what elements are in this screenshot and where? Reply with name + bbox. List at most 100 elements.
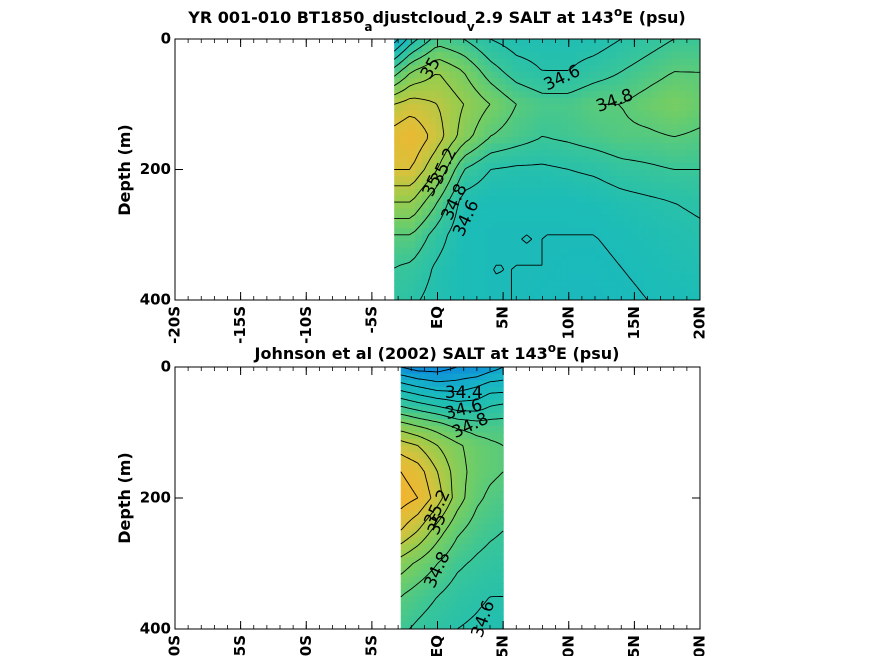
salinity-cell: [658, 182, 666, 190]
salinity-cell: [454, 622, 458, 629]
salinity-cell: [658, 104, 666, 112]
salinity-cell: [419, 589, 423, 597]
salinity-cell: [461, 537, 465, 545]
salinity-cell: [456, 517, 460, 525]
salinity-cell: [498, 202, 506, 210]
salinity-cell: [479, 556, 483, 565]
salinity-cell: [491, 458, 495, 466]
salinity-cell: [602, 84, 611, 92]
salinity-cell: [442, 130, 451, 138]
salinity-cell: [454, 576, 458, 584]
salinity-cell: [437, 596, 441, 604]
salinity-cell: [405, 615, 409, 624]
salinity-cell: [567, 110, 576, 118]
salinity-cell: [609, 117, 618, 125]
salinity-cell: [447, 583, 451, 591]
salinity-cell: [444, 524, 448, 532]
salinity-cell: [581, 215, 590, 223]
contour-line: [393, 59, 491, 219]
salinity-cell: [415, 280, 423, 288]
salinity-cell: [451, 458, 455, 466]
salinity-cell: [410, 380, 413, 388]
salinity-cell: [435, 425, 439, 434]
salinity-cell: [526, 117, 534, 125]
salinity-cell: [463, 45, 472, 53]
salinity-cell: [658, 247, 666, 255]
salinity-cell: [412, 596, 416, 604]
salinity-cell: [456, 465, 460, 473]
salinity-cell: [693, 176, 700, 184]
salinity-cell: [461, 478, 465, 486]
salinity-cell: [424, 576, 427, 584]
salinity-cell: [658, 123, 666, 131]
salinity-cell: [424, 504, 427, 512]
salinity-cell: [484, 130, 493, 138]
salinity-cell: [454, 504, 458, 512]
salinity-cell: [470, 458, 474, 466]
salinity-cell: [623, 97, 632, 105]
salinity-cell: [686, 52, 694, 60]
salinity-cell: [547, 52, 555, 60]
salinity-cell: [498, 39, 506, 47]
salinity-cell: [602, 97, 611, 105]
salinity-cell: [484, 254, 493, 262]
salinity-cell: [417, 530, 420, 538]
salinity-cell: [637, 273, 645, 282]
salinity-cell: [463, 504, 467, 512]
salinity-cell: [435, 576, 439, 584]
salinity-cell: [477, 267, 486, 275]
salinity-cell: [470, 143, 479, 151]
salinity-cell: [526, 110, 534, 118]
salinity-cell: [414, 589, 418, 597]
salinity-cell: [560, 91, 569, 99]
salinity-cell: [637, 202, 645, 210]
salinity-cell: [672, 52, 680, 60]
salinity-cell: [475, 563, 479, 571]
salinity-cell: [500, 432, 504, 440]
salinity-cell: [475, 419, 479, 427]
salinity-cell: [658, 52, 666, 60]
salinity-cell: [421, 406, 425, 414]
salinity-cell: [519, 110, 527, 118]
salinity-cell: [401, 117, 409, 125]
salinity-cell: [500, 570, 504, 578]
contour-line: [400, 471, 419, 510]
salinity-cell: [686, 280, 694, 288]
salinity-cell: [489, 609, 493, 617]
salinity-cell: [468, 419, 472, 427]
salinity-cell: [496, 498, 500, 506]
salinity-cell: [512, 45, 520, 53]
salinity-cell: [496, 602, 500, 610]
salinity-cell: [693, 123, 700, 131]
salinity-cell: [484, 615, 488, 624]
salinity-cell: [581, 91, 590, 99]
salinity-cell: [500, 596, 504, 604]
salinity-cell: [574, 117, 583, 125]
salinity-cell: [498, 498, 502, 506]
salinity-cell: [547, 189, 555, 197]
salinity-cell: [493, 563, 497, 571]
salinity-cell: [574, 221, 583, 229]
salinity-cell: [477, 425, 481, 434]
salinity-cell: [547, 162, 555, 171]
salinity-cell: [533, 130, 541, 138]
salinity-cell: [630, 65, 639, 73]
salinity-cell: [679, 52, 687, 60]
salinity-cell: [623, 58, 632, 66]
salinity-cell: [456, 393, 460, 401]
salinity-cell: [449, 104, 458, 112]
salinity-cell: [424, 543, 427, 551]
salinity-cell: [693, 91, 700, 99]
salinity-cell: [505, 280, 513, 288]
salinity-cell: [588, 130, 597, 138]
salinity-cell: [468, 609, 472, 617]
salinity-cell: [472, 589, 476, 597]
salinity-cell: [658, 91, 666, 99]
salinity-cell: [463, 286, 472, 295]
salinity-cell: [651, 52, 659, 60]
salinity-cell: [679, 39, 687, 47]
salinity-cell: [489, 556, 493, 565]
salinity-cell: [540, 234, 548, 242]
salinity-cell: [442, 543, 446, 551]
salinity-cell: [428, 149, 437, 158]
